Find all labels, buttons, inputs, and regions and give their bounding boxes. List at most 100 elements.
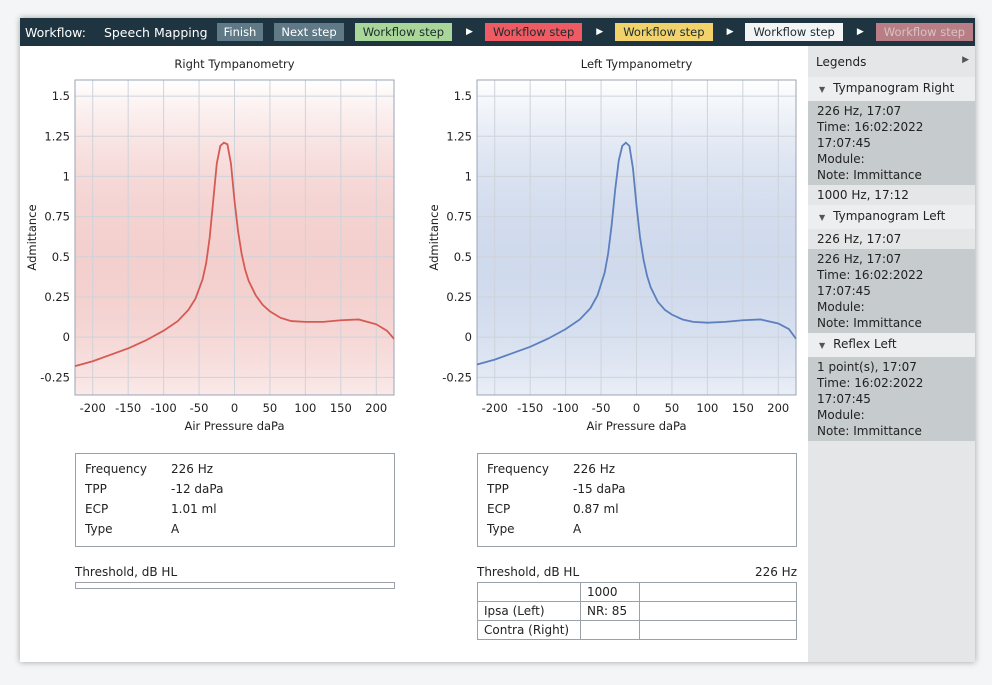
legend-line: Note: Immittance bbox=[817, 315, 966, 331]
y-tick-label: 0.75 bbox=[446, 210, 472, 224]
info-label: Frequency bbox=[85, 462, 147, 476]
legend-item[interactable]: 1 point(s), 17:07Time: 16:02:2022 17:07:… bbox=[808, 357, 975, 441]
legend-line: 226 Hz, 17:07 bbox=[817, 231, 966, 247]
y-tick-label: -0.25 bbox=[40, 370, 70, 384]
legend-line: Module: bbox=[817, 407, 966, 423]
workflow-step[interactable]: Workflow step bbox=[615, 23, 712, 41]
legend-header: Legends ▶ bbox=[808, 46, 975, 77]
legend-panel: Legends▶▼Tympanogram Right226 Hz, 17:07T… bbox=[808, 46, 975, 662]
current-workflow: Speech Mapping bbox=[104, 25, 208, 40]
info-value: 0.87 ml bbox=[573, 502, 619, 516]
x-tick-label: -150 bbox=[517, 401, 543, 415]
x-tick-label: 50 bbox=[263, 401, 278, 415]
chart: Right Tympanometry -200 -150 -100 -50 0 50 100 1… bbox=[20, 46, 420, 446]
y-tick-label: 1.5 bbox=[52, 89, 70, 103]
info-value: 1.01 ml bbox=[171, 502, 217, 516]
x-tick-label: -50 bbox=[592, 401, 611, 415]
x-tick-label: -100 bbox=[553, 401, 579, 415]
x-tick-label: 0 bbox=[633, 401, 640, 415]
legend-group-title: Reflex Left bbox=[833, 337, 896, 351]
workflow-step[interactable]: Workflow step bbox=[876, 23, 973, 41]
y-tick-label: 0 bbox=[465, 330, 472, 344]
threshold-cell bbox=[581, 621, 640, 640]
workflow-step[interactable]: Workflow step bbox=[485, 23, 582, 41]
legend-item[interactable]: 1000 Hz, 17:12 bbox=[808, 185, 975, 205]
threshold-cell bbox=[640, 602, 797, 621]
x-axis-label: Air Pressure daPa bbox=[184, 419, 284, 433]
threshold-cell: Contra (Right) bbox=[478, 621, 581, 640]
collapse-arrow[interactable]: ▶ bbox=[962, 55, 969, 65]
x-tick-label: 150 bbox=[732, 401, 754, 415]
threshold-empty bbox=[75, 582, 395, 589]
step-arrow: ▶ bbox=[596, 27, 603, 37]
legend-line: Module: bbox=[817, 299, 966, 315]
info-table: Frequency226 HzTPP-15 daPaECP0.87 mlType… bbox=[477, 453, 797, 547]
step-arrow: ▶ bbox=[466, 27, 473, 37]
y-tick-label: 1.25 bbox=[446, 129, 472, 143]
x-tick-label: -200 bbox=[482, 401, 508, 415]
info-label: ECP bbox=[85, 502, 108, 516]
threshold-cell bbox=[478, 583, 581, 602]
legend-group[interactable]: ▼Tympanogram Left bbox=[808, 205, 975, 229]
info-value: -15 daPa bbox=[573, 482, 625, 496]
x-axis-label: Air Pressure daPa bbox=[586, 419, 686, 433]
y-tick-label: 0 bbox=[63, 330, 70, 344]
legend-line: 226 Hz, 17:07 bbox=[817, 103, 966, 119]
toolbar-button[interactable]: Next step bbox=[274, 23, 343, 41]
y-tick-label: 0.5 bbox=[454, 250, 472, 264]
legend-line: Note: Immittance bbox=[817, 423, 966, 439]
threshold-cell bbox=[640, 621, 797, 640]
legend-group-title: Tympanogram Right bbox=[833, 81, 954, 95]
info-table: Frequency 226 Hz TPP -12 daPa ECP 1.01 ml Type… bbox=[75, 453, 395, 547]
legend-line: Time: 16:02:2022 17:07:45 bbox=[817, 267, 966, 299]
info-value: 226 Hz bbox=[171, 462, 213, 476]
legend-item[interactable]: 226 Hz, 17:07 bbox=[808, 229, 975, 249]
legend-line: 226 Hz, 17:07 bbox=[817, 251, 966, 267]
info-label: TPP bbox=[487, 482, 509, 496]
info-label: Frequency bbox=[487, 462, 549, 476]
x-tick-label: 100 bbox=[696, 401, 718, 415]
legend-line: 1000 Hz, 17:12 bbox=[817, 187, 966, 203]
threshold-frequency: 226 Hz bbox=[477, 565, 797, 579]
y-axis-label: Admittance bbox=[25, 204, 39, 270]
legend-item[interactable]: 226 Hz, 17:07Time: 16:02:2022 17:07:45Mo… bbox=[808, 101, 975, 185]
threshold-cell: NR: 85 bbox=[581, 602, 640, 621]
x-tick-label: 100 bbox=[294, 401, 316, 415]
x-tick-label: -50 bbox=[190, 401, 209, 415]
info-label: Type bbox=[85, 522, 113, 536]
step-arrow: ▶ bbox=[857, 27, 864, 37]
y-tick-label: 0.25 bbox=[446, 290, 472, 304]
x-tick-label: -150 bbox=[115, 401, 141, 415]
toolbar: Workflow: Speech Mapping Finish Next step Wo… bbox=[20, 18, 975, 46]
legend-item[interactable]: 226 Hz, 17:07Time: 16:02:2022 17:07:45Mo… bbox=[808, 249, 975, 333]
toolbar-button[interactable]: Finish bbox=[217, 23, 264, 41]
x-tick-label: -100 bbox=[151, 401, 177, 415]
info-label: TPP bbox=[85, 482, 107, 496]
y-tick-label: 0.25 bbox=[44, 290, 70, 304]
x-tick-label: 0 bbox=[231, 401, 238, 415]
x-tick-label: 50 bbox=[665, 401, 680, 415]
workflow-step[interactable]: Workflow step bbox=[355, 23, 452, 41]
chart-title: Right Tympanometry bbox=[174, 57, 294, 71]
step-arrow: ▶ bbox=[727, 27, 734, 37]
legend-group[interactable]: ▼Tympanogram Right bbox=[808, 77, 975, 101]
threshold-row: 1000 bbox=[478, 583, 797, 602]
x-tick-label: -200 bbox=[80, 401, 106, 415]
toolbar-label: Workflow: bbox=[25, 25, 86, 40]
threshold-row: Ipsa (Left)NR: 85 bbox=[478, 602, 797, 621]
info-label: ECP bbox=[487, 502, 510, 516]
y-tick-label: 0.5 bbox=[52, 250, 70, 264]
y-tick-label: 1.5 bbox=[454, 89, 472, 103]
x-tick-label: 150 bbox=[330, 401, 352, 415]
info-value: -12 daPa bbox=[171, 482, 223, 496]
legend-line: 1 point(s), 17:07 bbox=[817, 359, 966, 375]
workflow-step[interactable]: Workflow step bbox=[745, 23, 842, 41]
y-tick-label: 0.75 bbox=[44, 210, 70, 224]
legend-title: Legends bbox=[816, 55, 866, 69]
legend-line: Time: 16:02:2022 17:07:45 bbox=[817, 119, 966, 151]
threshold-table: 1000Ipsa (Left)NR: 85Contra (Right) bbox=[477, 582, 797, 640]
y-tick-label: 1 bbox=[465, 169, 472, 183]
threshold-row: Contra (Right) bbox=[478, 621, 797, 640]
legend-group[interactable]: ▼Reflex Left bbox=[808, 333, 975, 357]
y-tick-label: 1 bbox=[63, 169, 70, 183]
